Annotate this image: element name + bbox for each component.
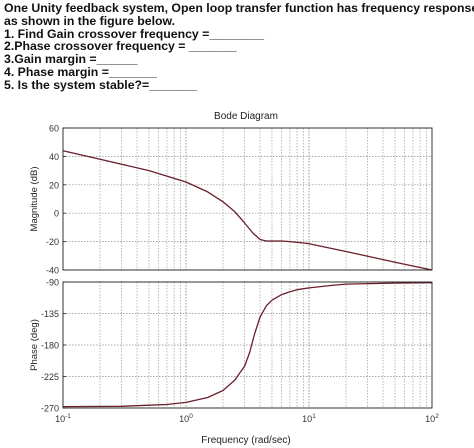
question-text: One Unity feedback system, Open loop tra… [4, 1, 474, 92]
y-tick-label: 0 [54, 209, 59, 219]
plot-frame [62, 127, 433, 271]
question-item-gain-crossover: 1. Find Gain crossover frequency =______… [4, 26, 265, 41]
plot-frame [62, 281, 433, 409]
bode-diagram: Bode Diagram 60 40 20 0 -20 -40 Magnitude (dB)… [29, 111, 439, 446]
plot-layer: 60 40 20 0 -20 -40 Magnitude (dB) -90 -135 -180 -2… [29, 124, 439, 425]
x-tick-label: 101 [302, 413, 316, 424]
y-tick-label: 60 [49, 124, 59, 134]
x-axis-label: Frequency (rad/sec) [201, 435, 290, 446]
plot-area [63, 128, 432, 270]
x-tick-label: 100 [179, 413, 193, 424]
y-tick-label: 20 [49, 180, 59, 190]
y-tick-label: -20 [46, 237, 59, 247]
chart-title: Bode Diagram [214, 111, 278, 122]
magnitude-panel: 60 40 20 0 -20 -40 Magnitude (dB) [29, 124, 433, 276]
magnitude-curve [62, 150, 433, 271]
y-tick-label: -180 [41, 341, 59, 351]
question-item-phase-crossover: 2.Phase crossover frequency = _______ [4, 39, 237, 54]
phase-curve [62, 282, 433, 408]
question-line: One Unity feedback system, Open loop tra… [4, 1, 474, 15]
y-tick-label: 40 [49, 152, 59, 162]
x-tick-label: 10-1 [55, 413, 71, 424]
question-item-phase-margin: 4. Phase margin =_______ [4, 64, 157, 79]
question-item-gain-margin: 3.Gain margin =______ [4, 52, 138, 67]
y-tick-label: -90 [46, 278, 59, 288]
phase-panel: -90 -135 -180 -225 -270 Phase (deg) [29, 278, 433, 414]
y-tick-label: -135 [41, 309, 59, 319]
y-tick-label: -270 [41, 404, 59, 414]
question-item-stability: 5. Is the system stable?=_______ [4, 77, 198, 92]
question-line: as shown in the figure below. [4, 13, 176, 28]
y-tick-label: -40 [46, 266, 59, 276]
y-tick-label: -225 [41, 372, 59, 382]
phase-axis-label: Phase (deg) [29, 319, 40, 371]
magnitude-axis-label: Magnitude (dB) [29, 167, 40, 232]
x-tick-label: 102 [425, 413, 439, 424]
